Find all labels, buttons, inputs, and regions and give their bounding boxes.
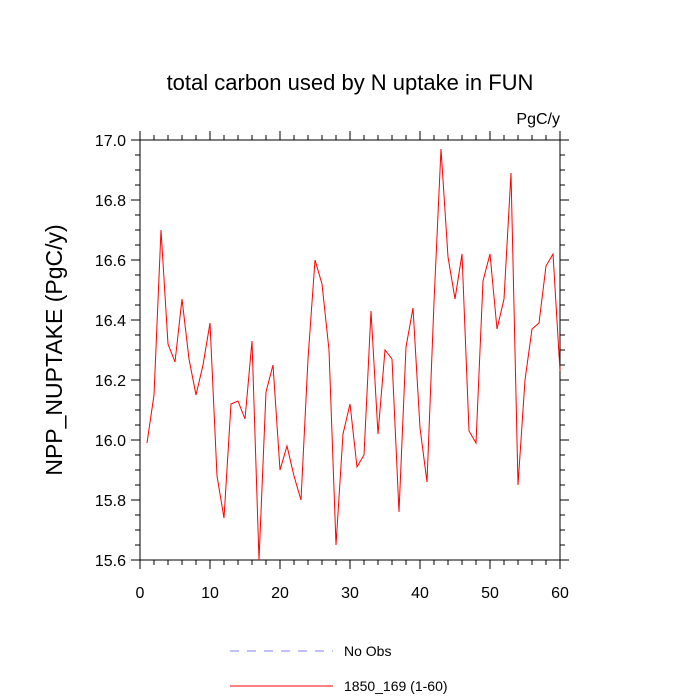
x-tick-label: 0 <box>136 585 145 602</box>
y-tick-label: 16.6 <box>95 253 126 270</box>
chart-title: total carbon used by N uptake in FUN <box>167 70 534 95</box>
plot-frame <box>139 139 561 561</box>
y-tick-label: 16.8 <box>95 193 126 210</box>
series-line <box>146 148 561 561</box>
x-tick-label: 50 <box>481 585 499 602</box>
legend: No Obs 1850_169 (1-60) <box>230 643 448 694</box>
x-tick-label: 10 <box>201 585 219 602</box>
y-tick-label: 15.6 <box>95 553 126 570</box>
y-tick-label: 16.0 <box>95 433 126 450</box>
units-label: PgC/y <box>516 111 560 128</box>
x-tick-label: 40 <box>411 585 429 602</box>
y-tick-label: 15.8 <box>95 493 126 510</box>
x-tick-label: 60 <box>551 585 569 602</box>
y-tick-label: 17.0 <box>95 133 126 150</box>
axis-ticks <box>131 131 569 569</box>
legend-label: 1850_169 (1-60) <box>344 678 448 694</box>
y-tick-label: 16.2 <box>95 373 126 390</box>
series-lines <box>146 148 561 561</box>
legend-label: No Obs <box>344 643 391 659</box>
x-tick-label: 30 <box>341 585 359 602</box>
y-tick-label: 16.4 <box>95 313 126 330</box>
y-axis-label: NPP_NUPTAKE (PgC/y) <box>41 224 67 475</box>
axis-tick-labels: 15.6 15.8 16.0 16.2 16.4 16.6 16.8 17.0 0 10 20 30 4… <box>95 133 569 602</box>
x-tick-label: 20 <box>271 585 289 602</box>
